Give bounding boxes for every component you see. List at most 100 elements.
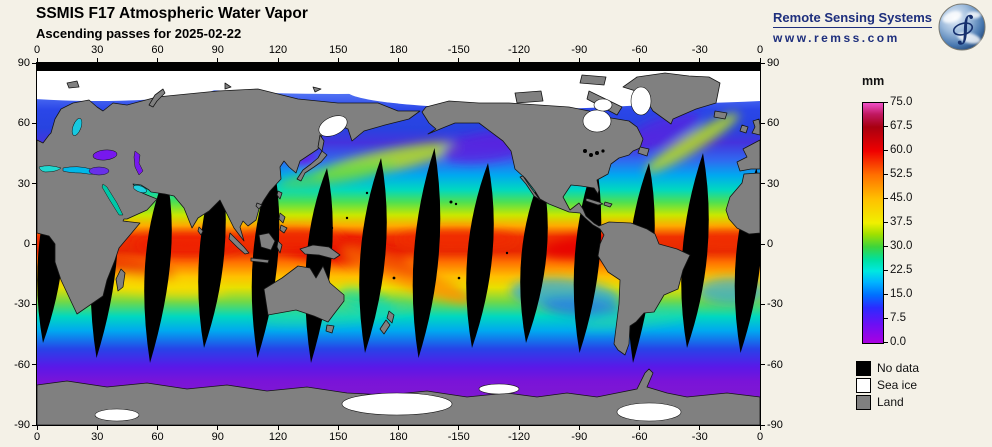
colorbar-tick-label: 60.0 <box>890 144 913 156</box>
colorbar-tick <box>883 197 888 199</box>
lon-tick-bottom <box>96 425 98 430</box>
colorbar <box>862 102 884 344</box>
colorbar-tick-label: 0.0 <box>890 336 906 348</box>
legend-item: Land <box>856 394 904 410</box>
svg-text:∫: ∫ <box>957 9 974 47</box>
lon-tick-bottom <box>759 425 761 430</box>
water-vapor-map-image <box>0 63 837 426</box>
legend-label: Land <box>877 395 904 409</box>
lat-tick-right <box>760 183 765 185</box>
remss-logo: Remote Sensing Systems www.remss.com ∫ <box>773 3 986 51</box>
brand-url[interactable]: www.remss.com <box>773 30 900 45</box>
lat-tick-left <box>32 364 37 366</box>
colorbar-tick-label: 45.0 <box>890 192 913 204</box>
lat-label-left: 30 <box>17 177 30 190</box>
lon-label-top: 90 <box>211 44 224 56</box>
lat-label-right: 90 <box>767 57 780 69</box>
lon-tick-top <box>759 58 761 63</box>
lon-label-top: -150 <box>447 44 470 56</box>
lat-label-right: 0 <box>767 238 774 250</box>
lon-tick-bottom <box>518 425 520 430</box>
globe-logo-icon: ∫ <box>938 3 986 51</box>
colorbar-tick <box>883 341 888 343</box>
lon-tick-bottom <box>639 425 640 430</box>
lon-label-bottom: -60 <box>631 431 648 443</box>
lon-tick-top <box>518 58 520 63</box>
lon-tick-bottom <box>277 425 279 430</box>
colorbar-tick <box>883 269 888 271</box>
lat-tick-left <box>32 183 37 185</box>
lat-tick-left <box>32 303 37 305</box>
lon-tick-top <box>96 58 98 63</box>
lon-tick-bottom <box>398 425 399 430</box>
lon-tick-top <box>277 58 279 63</box>
lat-label-left: -30 <box>14 298 30 311</box>
lon-label-bottom: 0 <box>756 431 764 443</box>
colorbar-tick <box>883 149 888 151</box>
lat-label-right: 60 <box>767 117 780 130</box>
world-map <box>0 62 837 426</box>
lat-label-right: 30 <box>767 177 780 190</box>
lon-tick-bottom <box>458 425 460 430</box>
colorbar-tick <box>883 101 888 103</box>
legend-swatch <box>856 394 871 410</box>
lon-tick-bottom <box>36 425 38 430</box>
lat-label-left: -60 <box>14 358 30 371</box>
lon-label-top: 60 <box>151 44 164 56</box>
lat-label-left: 0 <box>23 238 30 250</box>
lon-tick-bottom <box>337 425 339 430</box>
lon-label-top: 30 <box>91 44 104 56</box>
lon-tick-bottom <box>578 425 580 430</box>
lon-label-bottom: -30 <box>691 431 708 443</box>
colorbar-unit-label: mm <box>862 74 885 88</box>
land-masses <box>36 72 761 356</box>
lat-label-right: -60 <box>767 358 783 371</box>
lon-label-bottom: 0 <box>33 431 41 443</box>
legend-label: Sea ice <box>877 378 918 392</box>
colorbar-tick-label: 67.5 <box>890 120 913 132</box>
page-subtitle: Ascending passes for 2025-02-22 <box>36 26 242 41</box>
lat-tick-left <box>32 62 37 64</box>
lon-tick-top <box>699 58 701 63</box>
lon-label-top: 0 <box>756 44 764 56</box>
colorbar-tick <box>883 245 888 247</box>
lon-tick-top <box>458 58 460 63</box>
lon-tick-top <box>639 58 640 63</box>
lon-label-bottom: 60 <box>151 431 164 443</box>
colorbar-tick-label: 22.5 <box>890 264 913 276</box>
colorbar-tick-label: 30.0 <box>890 240 913 252</box>
legend-swatch <box>856 360 871 376</box>
colorbar-tick <box>883 317 888 319</box>
lon-label-bottom: -150 <box>447 431 470 443</box>
lon-label-bottom: 90 <box>211 431 224 443</box>
lon-label-top: -120 <box>507 44 531 56</box>
legend-label: No data <box>877 361 920 375</box>
lat-tick-right <box>760 122 765 124</box>
lon-label-top: -60 <box>631 44 648 56</box>
lon-tick-top <box>578 58 580 63</box>
lat-tick-right <box>760 424 765 426</box>
lat-label-left: -90 <box>14 419 30 431</box>
lat-label-right: -90 <box>767 419 783 431</box>
lat-tick-left <box>32 243 37 245</box>
lon-tick-top <box>217 58 219 63</box>
colorbar-tick-label: 75.0 <box>890 96 913 108</box>
colorbar-tick <box>883 293 888 295</box>
lon-tick-top <box>157 58 158 63</box>
lon-tick-top <box>337 58 339 63</box>
sea-ice-patches <box>318 86 652 137</box>
lon-label-bottom: 30 <box>91 431 104 443</box>
colorbar-tick <box>883 221 888 223</box>
lon-tick-bottom <box>217 425 219 430</box>
lon-tick-top <box>398 58 399 63</box>
colorbar-tick <box>883 125 888 127</box>
antarctica <box>36 368 761 426</box>
lat-tick-left <box>32 122 37 124</box>
lon-label-bottom: 120 <box>268 431 288 443</box>
lon-tick-bottom <box>699 425 701 430</box>
lon-label-top: 180 <box>389 44 408 56</box>
page-title: SSMIS F17 Atmospheric Water Vapor <box>36 5 308 22</box>
legend-item: Sea ice <box>856 377 918 393</box>
brand-name: Remote Sensing Systems <box>773 10 932 28</box>
colorbar-tick-label: 7.5 <box>890 312 906 324</box>
